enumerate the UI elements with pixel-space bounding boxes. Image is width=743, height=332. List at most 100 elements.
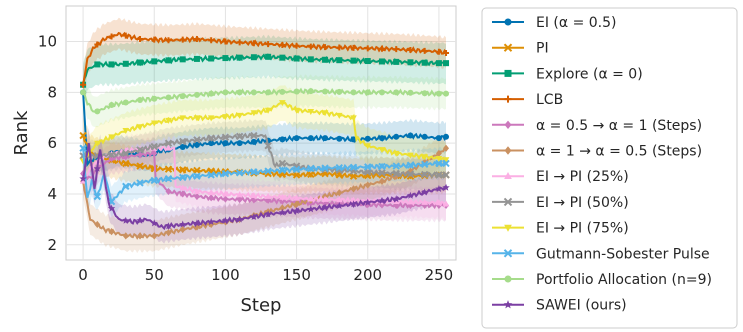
data-point-3 [393,58,400,65]
data-point-10 [321,164,329,172]
data-point-10 [164,175,173,183]
data-point-5 [208,194,215,202]
data-point-10 [278,166,287,174]
data-point-3 [307,56,314,63]
data-point-12 [122,216,130,224]
legend-label-11: Portfolio Allocation (n=9) [536,272,712,288]
data-point-10 [442,159,450,168]
data-point-9 [293,107,300,114]
y-tick-label: 2 [47,236,57,254]
data-point-4 [265,41,272,48]
data-point-2 [164,165,173,173]
legend-label-12: SAWEI (ours) [536,298,627,314]
data-point-8 [179,137,187,146]
data-point-8 [378,169,386,177]
data-point-7 [307,195,315,202]
data-point-8 [250,131,258,140]
data-point-7 [350,196,357,203]
data-point-9 [122,128,130,135]
x-tick-label: 0 [78,266,88,284]
series-lines [79,31,450,240]
data-point-8 [221,133,230,141]
series-line-12 [82,143,447,231]
data-point-7 [293,194,300,201]
data-point-1 [364,135,371,142]
data-point-8 [193,136,201,144]
data-point-12 [136,216,144,224]
data-point-9 [392,150,400,157]
legend-label-9: EI → PI (75%) [536,221,629,237]
data-point-9 [350,115,357,122]
data-point-1 [307,135,314,142]
series-line-5 [82,149,447,210]
data-point-7 [250,192,258,199]
data-point-3 [122,60,129,67]
series-line-10 [82,147,447,205]
data-point-11 [236,89,243,96]
data-point-9 [179,115,187,122]
data-point-7 [165,144,172,151]
data-point-7 [407,198,414,205]
data-point-2 [79,131,87,140]
data-point-7 [421,198,428,205]
data-point-4 [94,41,101,48]
data-point-9 [207,115,215,122]
data-point-8 [150,142,158,151]
data-point-9 [250,110,258,117]
data-point-11 [179,93,186,100]
data-point-12 [107,204,116,212]
data-point-3 [421,59,428,66]
data-point-1 [378,135,385,142]
data-point-8 [264,141,272,150]
data-point-1 [208,140,215,147]
data-point-4 [108,33,115,40]
data-point-10 [307,164,315,173]
data-point-6 [293,200,300,208]
data-point-9 [435,156,443,162]
data-point-7 [79,177,87,184]
data-point-5 [179,190,186,198]
data-point-8 [164,139,173,147]
data-point-3 [443,60,450,67]
data-point-9 [136,124,144,131]
data-point-9 [307,109,315,116]
data-point-11 [435,90,442,97]
legend-marker-8 [503,197,513,207]
data-point-9 [335,112,343,119]
data-point-2 [307,170,315,178]
data-point-6 [165,229,172,237]
data-point-10 [335,164,343,172]
data-point-3 [336,57,343,64]
series-line-3 [82,53,447,85]
legend-marker-10 [503,249,513,258]
data-point-7 [207,189,215,196]
data-point-12 [392,195,400,203]
x-tick-label: 150 [282,266,311,284]
data-point-12 [207,218,215,226]
legend-box [481,7,738,329]
series-line-2 [82,134,447,180]
data-point-4 [165,37,172,44]
legend-label-1: EI (α = 0.5) [536,15,616,31]
data-point-3 [151,58,158,65]
data-point-8 [435,171,443,179]
data-point-12 [250,212,258,220]
data-point-3 [293,55,300,62]
data-point-11 [80,89,87,96]
data-point-3 [208,55,215,62]
data-point-4 [193,36,200,43]
data-point-1 [193,141,200,148]
data-point-10 [79,144,87,152]
data-point-4 [80,81,87,88]
data-point-3 [250,54,257,61]
data-point-12 [235,215,244,223]
data-point-7 [321,195,329,202]
data-point-4 [293,42,300,49]
data-point-4 [378,45,385,52]
data-point-11 [250,89,257,96]
data-point-1 [407,132,414,139]
legend-marker-3 [504,69,512,77]
data-point-1 [279,136,286,143]
data-point-3 [265,53,272,60]
data-point-4 [350,44,357,51]
